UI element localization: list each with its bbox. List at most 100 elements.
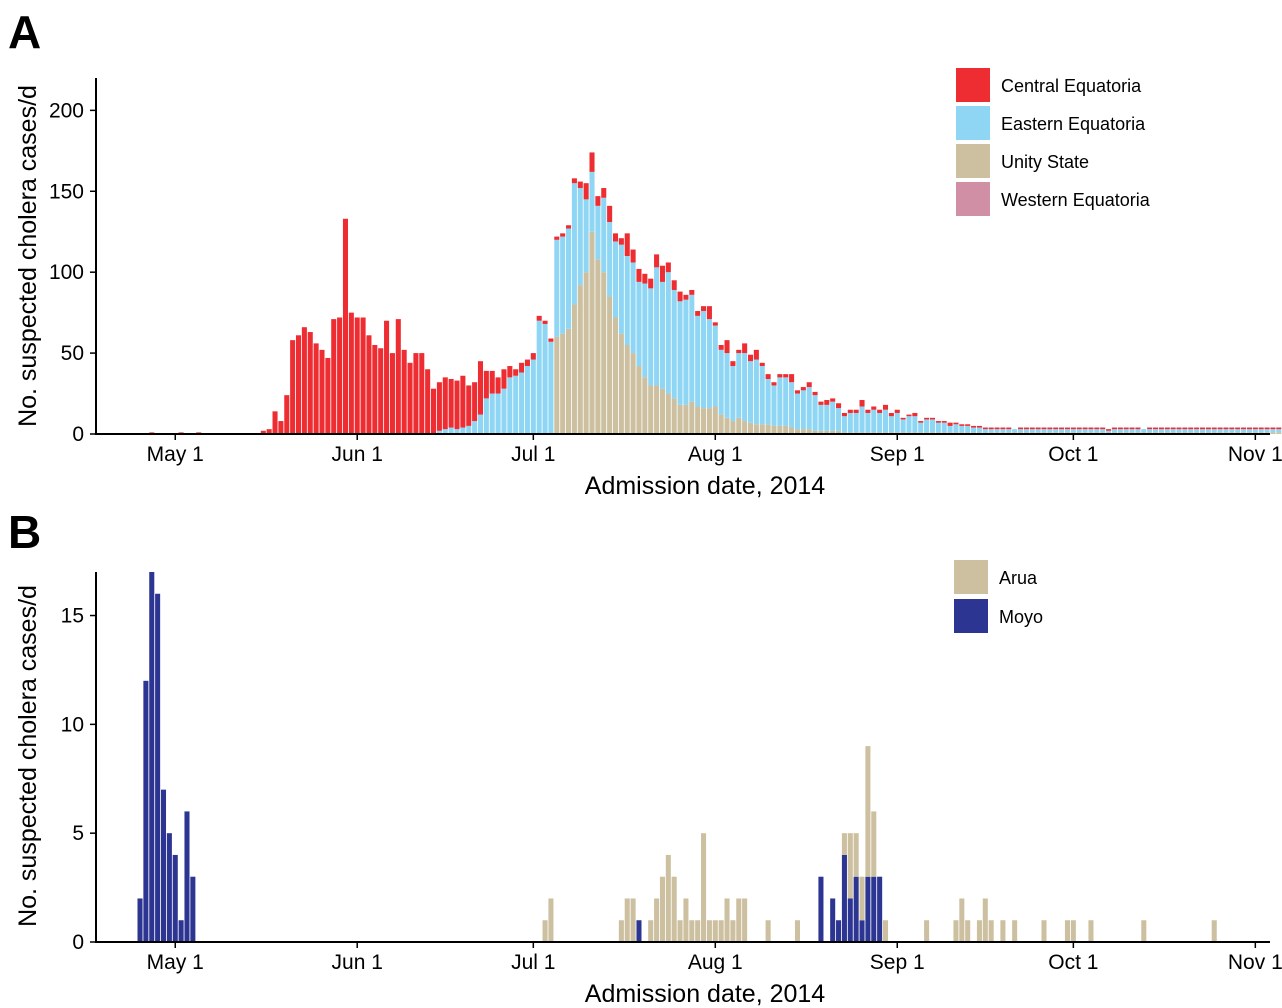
panel-a-bar-eastern-equatoria	[1141, 429, 1147, 433]
panel-a-bar-eastern-equatoria	[724, 353, 730, 418]
panel-a-bar-central-equatoria	[1070, 427, 1076, 430]
panel-a-bar-unity-state	[794, 429, 800, 434]
panel-a-bar-central-equatoria	[924, 417, 930, 420]
panel-b-bar-arua	[724, 898, 730, 942]
panel-a-bar-central-equatoria	[360, 317, 366, 434]
panel-a-bar-eastern-equatoria	[824, 404, 830, 431]
panel-a-bar-central-equatoria	[425, 369, 431, 434]
panel-a-bar-unity-state	[677, 404, 683, 434]
panel-a-bar-eastern-equatoria	[501, 388, 507, 434]
panel-a-bar-central-equatoria	[912, 412, 918, 417]
panel-a-legend: Central Equatoria Eastern Equatoria Unity …	[956, 68, 1151, 216]
panel-a-bar-central-equatoria	[965, 424, 971, 426]
panel-a-bar-central-equatoria	[882, 404, 889, 410]
panel-b-bar-arua	[548, 898, 554, 942]
panel-b-bar-arua	[1064, 920, 1071, 942]
panel-a-bar-central-equatoria	[1241, 427, 1247, 430]
panel-a-bar-central-equatoria	[830, 398, 836, 402]
panel-b-bar-arua	[695, 920, 701, 942]
panel-a-x-tick-label: Aug 1	[688, 443, 743, 466]
panel-b-bar-moyo	[836, 920, 842, 942]
panel-a-bar-central-equatoria	[513, 369, 519, 376]
panel-a-bar-central-equatoria	[431, 388, 437, 434]
panel-a-bar-eastern-equatoria	[953, 424, 959, 433]
panel-a-bar-eastern-equatoria	[947, 425, 953, 433]
panel-a-bar-unity-state	[695, 406, 701, 434]
panel-a-bar-central-equatoria	[976, 425, 982, 428]
panel-a-bar-central-equatoria	[507, 366, 513, 378]
panel-a-bar-central-equatoria	[1029, 427, 1035, 430]
panel-a-bar-eastern-equatoria	[1270, 429, 1276, 433]
panel-a-bar-unity-state	[789, 427, 795, 434]
panel-a-bar-central-equatoria	[718, 345, 724, 350]
panel-a-bar-central-equatoria	[771, 382, 777, 386]
panel-a-bar-eastern-equatoria	[1217, 429, 1223, 433]
panel-a-bar-eastern-equatoria	[1205, 429, 1211, 433]
panel-a-bar-unity-state	[618, 333, 624, 434]
panel-a-bar-eastern-equatoria	[753, 359, 759, 425]
panel-a-bar-central-equatoria	[1123, 427, 1129, 430]
panel-a-bar-central-equatoria	[730, 361, 736, 367]
panel-a-bar-eastern-equatoria	[683, 299, 689, 405]
panel-a-bar-central-equatoria	[595, 196, 601, 206]
panel-a-bar-central-equatoria	[366, 335, 372, 434]
panel-b-bar-moyo	[190, 876, 196, 942]
panel-a-bar-central-equatoria	[524, 359, 530, 367]
panel-a-bar-unity-state	[636, 366, 642, 434]
panel-a-bar-central-equatoria	[665, 262, 671, 273]
panel-b-bar-arua	[976, 920, 982, 942]
panel-a-y-tick-label: 100	[49, 261, 84, 284]
panel-a-bar-central-equatoria	[1170, 427, 1176, 430]
panel-a-bar-central-equatoria	[836, 403, 842, 409]
panel-a-bar-central-equatoria	[1235, 427, 1241, 430]
panel-a-bar-central-equatoria	[1059, 427, 1065, 430]
panel-a-bar-eastern-equatoria	[759, 366, 765, 425]
panel-b-bar-arua	[1041, 920, 1047, 942]
panel-a-bar-central-equatoria	[659, 265, 665, 282]
panel-b-bar-moyo	[636, 920, 642, 942]
panel-b-x-tick-label: Aug 1	[688, 951, 743, 974]
panel-a-bar-central-equatoria	[589, 152, 595, 172]
panel-a-bar-eastern-equatoria	[571, 183, 577, 305]
panel-a-bar-eastern-equatoria	[519, 372, 525, 434]
panel-a-x-tick-label: Jun 1	[332, 443, 383, 466]
panel-b-bar-arua	[659, 876, 665, 942]
panel-a-bar-eastern-equatoria	[900, 419, 906, 433]
panel-a-legend-swatch-western-equatoria	[956, 182, 990, 216]
panel-a-bar-eastern-equatoria	[1117, 429, 1123, 433]
panel-a-bar-central-equatoria	[454, 380, 460, 430]
panel-b-bar-arua	[730, 920, 736, 942]
panel-a-bar-eastern-equatoria	[560, 236, 566, 334]
panel-a-bar-unity-state	[648, 385, 654, 434]
panel-b-y-axis-title: No. suspected cholera cases/d	[14, 585, 42, 927]
panel-a-bar-eastern-equatoria	[1041, 429, 1047, 433]
panel-a-bar-eastern-equatoria	[865, 412, 871, 433]
panel-a-bar-central-equatoria	[607, 205, 613, 223]
panel-a-bar-unity-state	[765, 424, 771, 434]
panel-a-bar-central-equatoria	[701, 306, 707, 312]
panel-b-y-tick-label: 15	[61, 605, 84, 628]
panel-a-bar-central-equatoria	[395, 319, 401, 434]
panel-a-bar-eastern-equatoria	[1276, 429, 1282, 433]
panel-a-bar-unity-state	[554, 336, 560, 434]
panel-a-bar-eastern-equatoria	[466, 425, 472, 434]
panel-a-bar-unity-state	[806, 429, 812, 434]
panel-b-bar-arua	[689, 920, 695, 942]
panel-a-bar-eastern-equatoria	[654, 267, 660, 386]
panel-b-bar-arua	[982, 898, 988, 942]
panel-a-bar-central-equatoria	[301, 327, 307, 434]
panel-a-bar-eastern-equatoria	[1064, 429, 1071, 433]
panel-a-letter: A	[8, 6, 41, 58]
panel-a-bar-central-equatoria	[1147, 427, 1153, 430]
panel-b-bar-arua	[630, 898, 636, 942]
panel-a-y-tick-label: 150	[49, 180, 84, 203]
panel-a-bar-eastern-equatoria	[706, 319, 712, 409]
panel-a-bar-central-equatoria	[477, 361, 484, 415]
panel-a-bar-eastern-equatoria	[777, 377, 783, 426]
panel-a-bar-eastern-equatoria	[1012, 429, 1018, 433]
panel-a-bar-central-equatoria	[630, 249, 636, 263]
panel-b-bar-moyo	[160, 789, 167, 942]
panel-a-bar-eastern-equatoria	[701, 311, 707, 409]
panel-a-bar-central-equatoria	[1047, 427, 1053, 430]
panel-a-bar-eastern-equatoria	[1059, 429, 1065, 433]
